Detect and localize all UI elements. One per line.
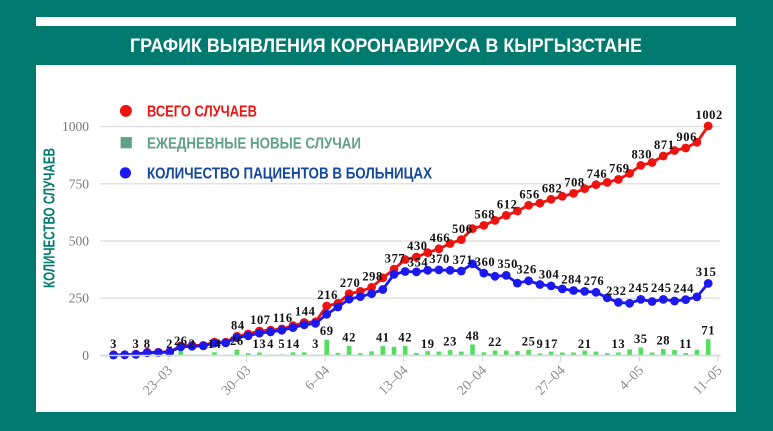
svg-text:42: 42 — [342, 330, 356, 344]
svg-text:430: 430 — [407, 239, 428, 253]
svg-text:232: 232 — [606, 284, 627, 298]
svg-text:ЕЖЕДНЕВНЫЕ НОВЫЕ СЛУЧАИ: ЕЖЕДНЕВНЫЕ НОВЫЕ СЛУЧАИ — [147, 136, 361, 153]
svg-text:116: 116 — [273, 311, 293, 325]
svg-text:144: 144 — [295, 305, 316, 319]
svg-text:2: 2 — [166, 337, 173, 351]
svg-text:315: 315 — [696, 265, 717, 279]
svg-text:0: 0 — [82, 348, 89, 363]
svg-text:746: 746 — [587, 167, 608, 181]
svg-text:284: 284 — [561, 272, 582, 286]
svg-text:750: 750 — [69, 176, 90, 191]
svg-text:21: 21 — [578, 337, 592, 351]
svg-text:656: 656 — [519, 188, 540, 202]
svg-text:250: 250 — [69, 291, 90, 306]
svg-text:84: 84 — [231, 319, 245, 333]
svg-text:298: 298 — [362, 270, 383, 284]
svg-text:3: 3 — [312, 337, 319, 351]
svg-text:371: 371 — [453, 253, 474, 267]
svg-text:42: 42 — [398, 330, 412, 344]
svg-text:5: 5 — [278, 337, 285, 351]
svg-text:22: 22 — [488, 335, 502, 349]
svg-text:612: 612 — [497, 198, 518, 212]
svg-text:11: 11 — [679, 337, 692, 351]
svg-text:3: 3 — [110, 337, 117, 351]
svg-text:107: 107 — [250, 313, 271, 327]
svg-text:276: 276 — [584, 274, 605, 288]
svg-text:906: 906 — [676, 130, 697, 144]
svg-text:682: 682 — [542, 182, 563, 196]
svg-text:270: 270 — [340, 276, 361, 290]
svg-text:3: 3 — [132, 337, 139, 351]
svg-text:71: 71 — [701, 324, 715, 338]
svg-text:23: 23 — [443, 335, 457, 349]
svg-text:28: 28 — [656, 334, 670, 348]
svg-text:4: 4 — [267, 337, 274, 351]
svg-text:245: 245 — [629, 281, 650, 295]
svg-text:14: 14 — [286, 337, 300, 351]
svg-text:1000: 1000 — [62, 119, 89, 134]
svg-text:216: 216 — [317, 288, 338, 302]
svg-text:830: 830 — [632, 148, 653, 162]
svg-text:360: 360 — [475, 255, 496, 269]
svg-text:9: 9 — [536, 337, 543, 351]
svg-text:466: 466 — [430, 231, 451, 245]
svg-text:370: 370 — [429, 252, 450, 266]
svg-text:377: 377 — [385, 251, 406, 265]
svg-text:769: 769 — [609, 162, 630, 176]
svg-text:1002: 1002 — [695, 108, 722, 122]
svg-text:26: 26 — [174, 334, 188, 348]
svg-text:26: 26 — [230, 334, 244, 348]
svg-text:871: 871 — [654, 138, 675, 152]
svg-text:13: 13 — [612, 337, 626, 351]
svg-text:2: 2 — [189, 337, 196, 351]
svg-text:19: 19 — [421, 337, 435, 351]
svg-text:14: 14 — [208, 337, 222, 351]
svg-text:350: 350 — [497, 257, 518, 271]
svg-text:245: 245 — [651, 281, 672, 295]
svg-text:506: 506 — [452, 222, 473, 236]
svg-text:35: 35 — [634, 332, 648, 346]
svg-text:25: 25 — [522, 334, 536, 348]
svg-text:КОЛИЧЕСТВО СЛУЧАЕВ: КОЛИЧЕСТВО СЛУЧАЕВ — [42, 148, 59, 288]
svg-text:354: 354 — [408, 256, 429, 270]
svg-text:13: 13 — [253, 337, 267, 351]
svg-text:708: 708 — [564, 176, 585, 190]
svg-text:ГРАФИК ВЫЯВЛЕНИЯ КОРОНАВИРУСА: ГРАФИК ВЫЯВЛЕНИЯ КОРОНАВИРУСА В КЫРГЫЗСТ… — [130, 36, 642, 57]
svg-text:41: 41 — [376, 331, 390, 345]
svg-text:ВСЕГО СЛУЧАЕВ: ВСЕГО СЛУЧАЕВ — [147, 104, 257, 121]
svg-text:КОЛИЧЕСТВО ПАЦИЕНТОВ В БОЛЬНИЦ: КОЛИЧЕСТВО ПАЦИЕНТОВ В БОЛЬНИЦАХ — [147, 166, 432, 183]
svg-text:500: 500 — [69, 234, 90, 249]
svg-text:304: 304 — [539, 268, 560, 282]
svg-text:48: 48 — [466, 329, 480, 343]
svg-text:326: 326 — [516, 263, 537, 277]
svg-text:244: 244 — [673, 281, 694, 295]
svg-text:69: 69 — [320, 324, 334, 338]
svg-text:17: 17 — [544, 337, 558, 351]
svg-text:568: 568 — [475, 208, 496, 222]
svg-text:8: 8 — [144, 337, 151, 351]
